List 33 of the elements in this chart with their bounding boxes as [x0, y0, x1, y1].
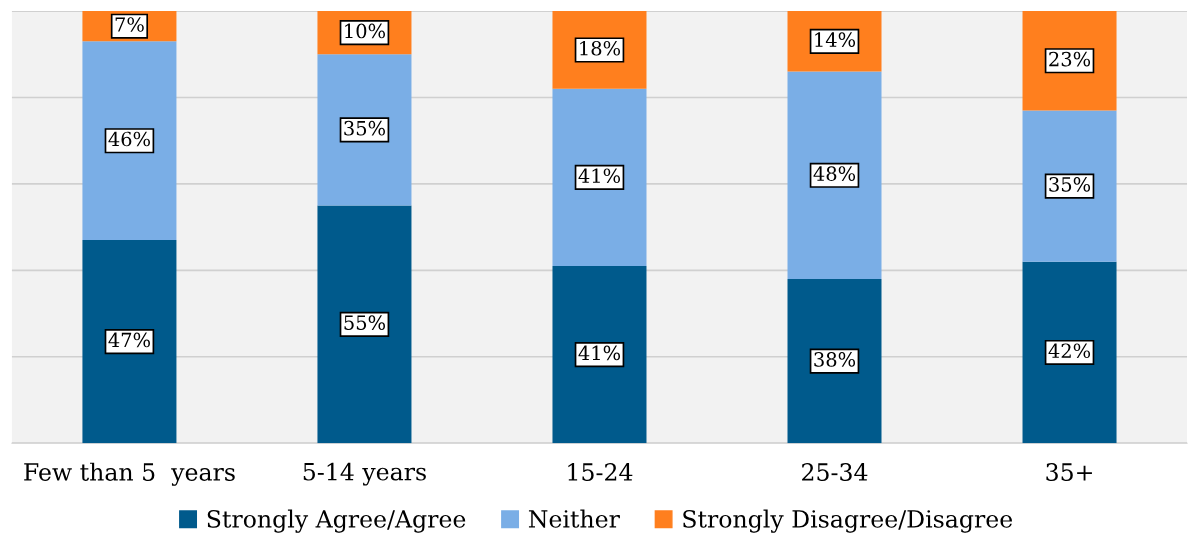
- bar: [1022, 261, 1117, 444]
- x-tick-label: Few than 5 years: [24, 462, 235, 486]
- data-label: 48%: [813, 166, 856, 181]
- legend-label: Strongly Agree/Agree: [207, 509, 466, 533]
- data-label: 47%: [108, 332, 150, 348]
- legend-label: Neither: [528, 509, 620, 528]
- data-label: 55%: [344, 315, 385, 331]
- bar: [787, 278, 882, 444]
- bar: [317, 205, 412, 444]
- x-tick-label: 5-14 years: [303, 462, 426, 486]
- bar: [787, 71, 882, 279]
- data-label: 14%: [815, 32, 856, 47]
- data-label: 7%: [115, 17, 144, 32]
- bar: [82, 240, 177, 444]
- data-label: 46%: [108, 131, 150, 147]
- x-tick-label: 15-24: [568, 463, 633, 481]
- data-label: 41%: [578, 168, 621, 184]
- x-tick-label: 25-34: [802, 463, 868, 481]
- data-label: 38%: [814, 352, 856, 367]
- bar: [552, 88, 647, 267]
- bar: [1022, 110, 1117, 262]
- bar: [552, 266, 647, 444]
- bar: [82, 41, 177, 241]
- data-label: 35%: [1049, 177, 1091, 192]
- legend-label: Strongly Disagree/Disagree: [683, 509, 1013, 533]
- data-label: 41%: [578, 345, 621, 361]
- data-label: 35%: [344, 120, 385, 136]
- bar: [317, 54, 412, 206]
- data-label: 10%: [345, 23, 385, 39]
- data-label: 18%: [580, 40, 621, 56]
- data-label: 42%: [1048, 343, 1091, 359]
- data-label: 23%: [1049, 51, 1091, 67]
- x-tick-label: 35+: [1046, 463, 1092, 481]
